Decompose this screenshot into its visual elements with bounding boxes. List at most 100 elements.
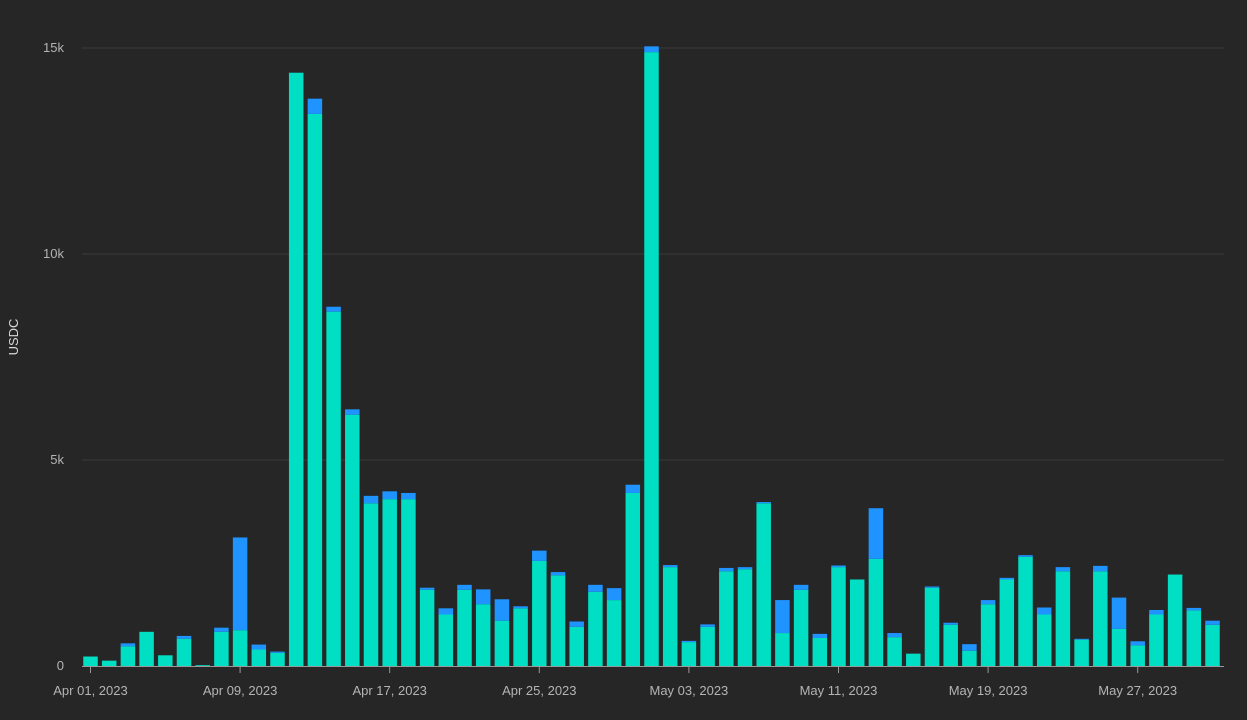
bar-segment-secondary (569, 621, 584, 627)
bar-segment-primary (1111, 628, 1127, 666)
bar-segment-primary (737, 569, 753, 666)
bar-segment-secondary (550, 572, 566, 576)
bar-segment-primary (849, 579, 865, 666)
bar-segment-primary (307, 113, 323, 667)
bar-segment-primary (195, 665, 210, 666)
bar-segment-secondary (625, 484, 641, 493)
bar-segment-secondary (812, 633, 828, 638)
bar-segment-secondary (232, 537, 248, 631)
bar-segment-secondary (401, 492, 416, 500)
bar-segment-primary (1036, 614, 1052, 666)
bar-segment-primary (793, 589, 809, 666)
bar-segment-primary (513, 608, 528, 666)
bar-segment-primary (401, 499, 416, 666)
bar-segment-primary (719, 571, 734, 666)
bar-segment-primary (550, 575, 566, 666)
bar-segment-primary (924, 587, 940, 666)
bar-segment-primary (569, 626, 584, 666)
y-axis-label: USDC (6, 319, 21, 356)
bar-segment-secondary (419, 587, 435, 590)
bar-segment-primary (588, 591, 603, 666)
bar-segment-secondary (307, 98, 323, 114)
bar-segment-primary (943, 624, 958, 666)
bar-segment-primary (288, 72, 304, 667)
bar-segment-secondary (513, 606, 528, 609)
bar-segment-secondary (831, 565, 846, 568)
bar-segment-primary (1018, 556, 1033, 666)
axes: 0 5k 10k 15k Apr 01, 2023 Apr 09, 2023 Apr 17,… (43, 40, 1224, 698)
bar-segment-secondary (719, 567, 734, 572)
x-tick-label: Apr 17, 2023 (352, 683, 426, 698)
bar-segment-primary (101, 660, 117, 666)
bar-segment-secondary (775, 600, 790, 634)
bar-segment-primary (83, 656, 98, 666)
bar-segment-secondary (588, 584, 603, 592)
bar-segment-primary (700, 626, 715, 666)
bar-segment-secondary (251, 644, 267, 650)
bar-segment-primary (1186, 610, 1202, 666)
bar-segment-primary (756, 503, 771, 666)
bar-segment-secondary (1186, 607, 1202, 611)
bar-segment-primary (999, 579, 1015, 666)
bar-segment-secondary (176, 635, 192, 639)
bar-segment-secondary (1149, 609, 1164, 615)
bar-segment-primary (139, 631, 154, 666)
bar-segment-secondary (363, 495, 379, 504)
bar-segment-secondary (980, 600, 996, 605)
bar-segment-primary (158, 655, 173, 666)
bar-segment-primary (812, 637, 828, 666)
x-tick-label: May 19, 2023 (949, 683, 1028, 698)
bar-segment-primary (419, 589, 435, 666)
bar-segment-secondary (793, 584, 809, 590)
bar-segment-secondary (868, 508, 884, 559)
bar-segment-secondary (214, 627, 229, 632)
bar-segment-primary (906, 653, 921, 666)
bar-segment-secondary (326, 306, 341, 312)
bar-segment-secondary (457, 584, 472, 590)
bars (83, 46, 1220, 667)
x-tick-label: Apr 25, 2023 (502, 683, 576, 698)
x-tick-label: Apr 01, 2023 (53, 683, 127, 698)
bar-segment-primary (345, 414, 360, 666)
bar-segment-primary (232, 630, 248, 666)
bar-segment-primary (775, 633, 790, 666)
bar-segment-primary (214, 631, 229, 666)
bar-segment-primary (1093, 571, 1108, 666)
bar-segment-secondary (700, 624, 715, 627)
bar-segment-secondary (999, 577, 1015, 580)
bar-segment-primary (662, 567, 678, 666)
y-tick-label: 5k (50, 452, 64, 467)
bar-segment-secondary (662, 565, 678, 568)
bar-segment-secondary (120, 643, 136, 647)
bar-segment-secondary (1055, 567, 1071, 572)
bar-segment-secondary (681, 640, 697, 643)
bar-segment-primary (326, 311, 341, 666)
bar-segment-secondary (924, 586, 940, 588)
x-tick-label: Apr 09, 2023 (203, 683, 277, 698)
bar-segment-primary (868, 558, 884, 666)
bar-segment-secondary (532, 550, 547, 561)
bar-segment-secondary (943, 622, 958, 625)
bar-segment-secondary (1093, 565, 1108, 572)
bar-segment-primary (625, 492, 641, 666)
bar-segment-secondary (270, 651, 285, 653)
bar-segment-secondary (606, 588, 622, 601)
bar-segment-primary (1055, 571, 1071, 666)
bar-segment-primary (532, 560, 547, 666)
bar-segment-secondary (382, 491, 397, 500)
bar-segment-primary (681, 642, 697, 666)
x-tick-label: May 27, 2023 (1098, 683, 1177, 698)
bar-segment-primary (363, 503, 379, 666)
bar-segment-primary (1130, 645, 1145, 666)
bar-segment-secondary (494, 599, 510, 621)
bar-segment-secondary (1018, 555, 1033, 557)
bar-segment-secondary (756, 502, 771, 504)
bar-segment-secondary (1074, 638, 1089, 640)
bar-segment-primary (1074, 639, 1089, 666)
y-tick-label: 15k (43, 40, 64, 55)
bar-segment-primary (120, 646, 136, 666)
y-tick-label: 10k (43, 246, 64, 261)
bar-segment-primary (980, 604, 996, 666)
